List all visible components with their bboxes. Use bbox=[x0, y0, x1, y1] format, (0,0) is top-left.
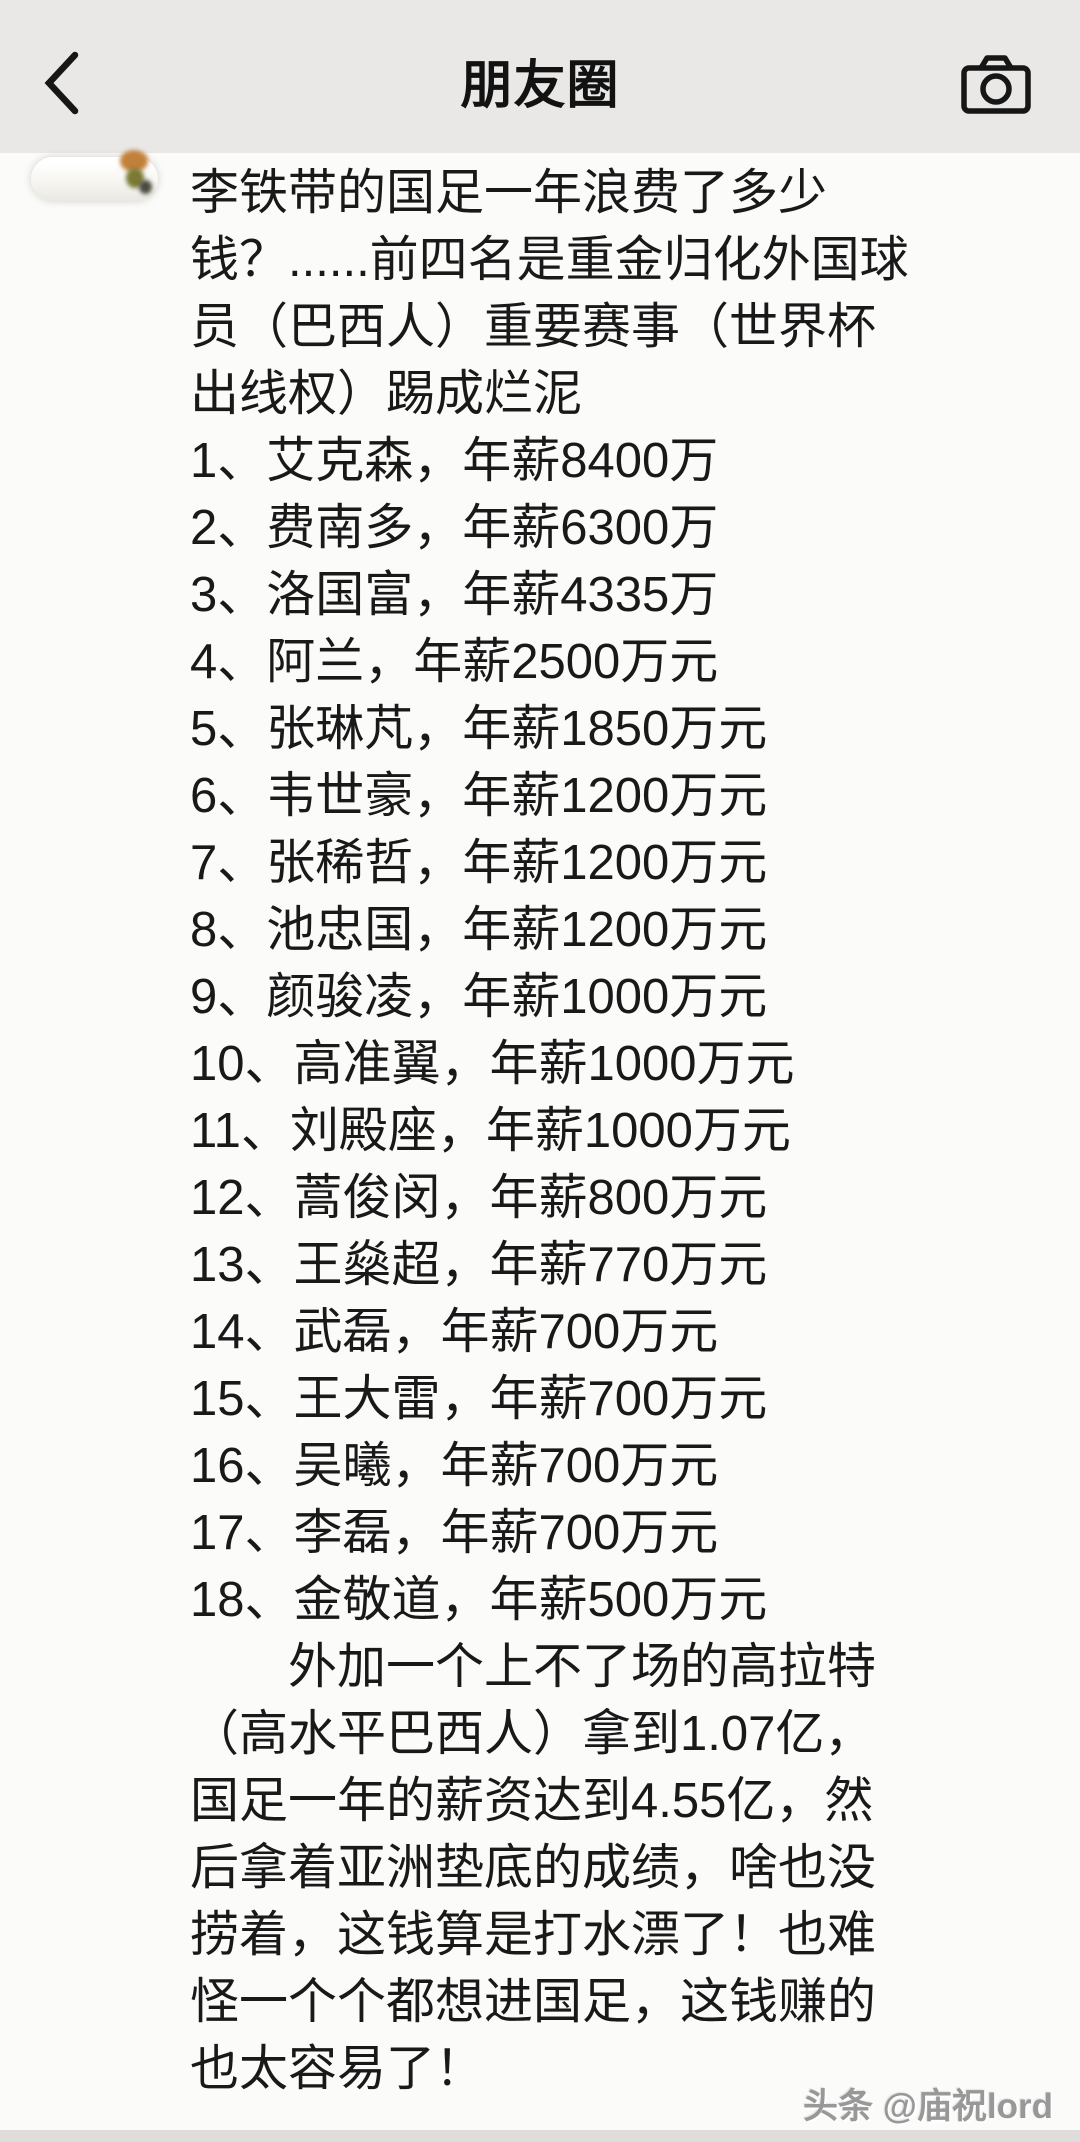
post-text-line: 2、费南多，年薪6300万 bbox=[190, 501, 719, 555]
chevron-left-icon bbox=[42, 50, 82, 116]
nav-bar: 朋友圈 bbox=[0, 0, 1080, 153]
post-outro: 外加一个上不了场的高拉特 （高水平巴西人）拿到1.07亿， 国足一年的薪资达到4.5… bbox=[190, 1634, 1056, 2103]
bottom-bar bbox=[0, 2130, 1080, 2142]
post-text-line: 怪一个个都想进国足，这钱赚的 bbox=[190, 1975, 877, 2029]
post-text-line: 钱？......前四名是重金归化外国球 bbox=[190, 233, 909, 287]
watermark: 头条 @庙祝lord bbox=[803, 2087, 1053, 2126]
post-text-line: 14、武磊，年薪700万元 bbox=[190, 1305, 719, 1359]
post-text-line: 也太容易了！ bbox=[190, 2042, 485, 2096]
page-title: 朋友圈 bbox=[460, 57, 620, 115]
camera-icon bbox=[960, 54, 1032, 116]
back-button[interactable] bbox=[42, 50, 82, 116]
post-text-line: 10、高准翼，年薪1000万元 bbox=[190, 1037, 795, 1091]
post-text-line: 7、张稀哲，年薪1200万元 bbox=[190, 836, 768, 890]
post-text-line: 捞着，这钱算是打水漂了！也难 bbox=[190, 1908, 877, 1962]
post-text-line: 员（巴西人）重要赛事（世界杯 bbox=[190, 300, 877, 354]
post-text-line: 1、艾克森，年薪8400万 bbox=[190, 434, 719, 488]
post-text-line: 13、王燊超，年薪770万元 bbox=[190, 1238, 768, 1292]
post-text-line: 12、蒿俊闵，年薪800万元 bbox=[190, 1171, 768, 1225]
post-text-line: 17、李磊，年薪700万元 bbox=[190, 1506, 719, 1560]
post-text-line: 6、韦世豪，年薪1200万元 bbox=[190, 769, 768, 823]
post-text-line: 4、阿兰，年薪2500万元 bbox=[190, 635, 719, 689]
post-text-line: 3、洛国富，年薪4335万 bbox=[190, 568, 719, 622]
post-text-line: 16、吴曦，年薪700万元 bbox=[190, 1439, 719, 1493]
avatar-figure-blob bbox=[139, 180, 152, 194]
post-text-line: 外加一个上不了场的高拉特 bbox=[190, 1640, 877, 1694]
post-text-line: 9、颜骏凌，年薪1000万元 bbox=[190, 970, 768, 1024]
post-text-line: 5、张琳芃，年薪1850万元 bbox=[190, 702, 768, 756]
post-text-line: 李铁带的国足一年浪费了多少 bbox=[190, 166, 828, 220]
post-text-line: 8、池忠国，年薪1200万元 bbox=[190, 903, 768, 957]
post-text: 李铁带的国足一年浪费了多少钱？......前四名是重金归化外国球 员（巴西人）重要… bbox=[190, 160, 1056, 2103]
avatar-figure-blob bbox=[120, 150, 148, 172]
post-text-line: 国足一年的薪资达到4.55亿，然 bbox=[190, 1774, 874, 1828]
post-text-line: （高水平巴西人）拿到1.07亿， bbox=[190, 1707, 874, 1761]
post-text-line: 后拿着亚洲垫底的成绩，啥也没 bbox=[190, 1841, 877, 1895]
post-text-line: 15、王大雷，年薪700万元 bbox=[190, 1372, 768, 1426]
post-intro: 李铁带的国足一年浪费了多少钱？......前四名是重金归化外国球 员（巴西人）重要… bbox=[190, 160, 1056, 428]
post-salary-list: 1、艾克森，年薪8400万 2、费南多，年薪6300万 3、洛国富，年薪4335万 4… bbox=[190, 428, 1056, 1634]
camera-button[interactable] bbox=[960, 54, 1032, 116]
post-text-line: 11、刘殿座，年薪1000万元 bbox=[190, 1104, 791, 1158]
post-text-line: 出线权）踢成烂泥 bbox=[190, 367, 583, 421]
post-text-line: 18、金敬道，年薪500万元 bbox=[190, 1573, 768, 1627]
